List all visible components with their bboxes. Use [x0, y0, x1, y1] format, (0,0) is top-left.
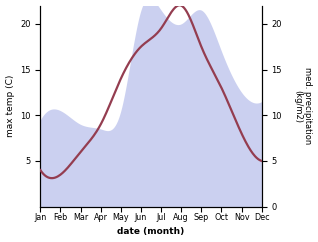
Y-axis label: med. precipitation
(kg/m2): med. precipitation (kg/m2): [293, 68, 313, 145]
X-axis label: date (month): date (month): [117, 227, 185, 236]
Y-axis label: max temp (C): max temp (C): [5, 75, 15, 137]
